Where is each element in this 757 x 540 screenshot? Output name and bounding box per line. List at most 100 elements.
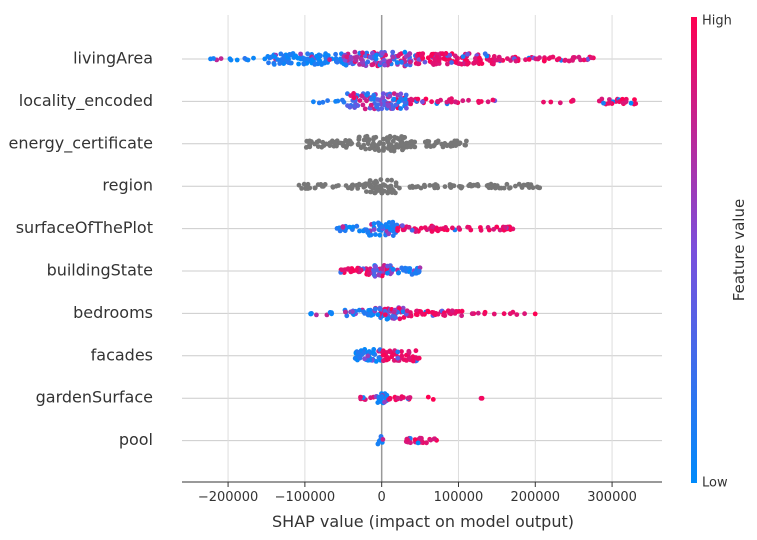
- shap-point: [465, 51, 470, 57]
- shap-point: [379, 106, 385, 112]
- shap-point: [554, 57, 560, 63]
- shap-point: [390, 54, 396, 60]
- shap-point: [369, 143, 375, 149]
- shap-point: [406, 224, 412, 230]
- shap-point: [371, 221, 377, 227]
- shap-point: [395, 225, 401, 231]
- shap-point: [400, 136, 406, 141]
- shap-point: [466, 97, 471, 103]
- shap-point: [391, 96, 397, 102]
- shap-point: [322, 60, 327, 66]
- shap-point: [406, 350, 412, 355]
- shap-point: [357, 355, 363, 361]
- shap-point: [463, 142, 468, 148]
- shap-point: [271, 62, 277, 67]
- shap-point: [409, 183, 415, 189]
- shap-point: [368, 102, 374, 108]
- shap-point: [449, 308, 455, 314]
- shap-point: [459, 313, 464, 319]
- shap-point: [439, 141, 445, 147]
- shap-point: [315, 182, 321, 188]
- shap-point: [557, 100, 563, 106]
- shap-point: [408, 96, 414, 102]
- shap-point: [431, 143, 436, 149]
- shap-point: [410, 140, 415, 146]
- feature-label: gardenSurface: [36, 388, 153, 407]
- shap-point: [596, 98, 602, 104]
- shap-point: [527, 183, 532, 189]
- x-tick-label: 100000: [434, 490, 484, 505]
- shap-point: [369, 96, 374, 102]
- shap-point: [523, 57, 528, 63]
- shap-point: [398, 91, 404, 97]
- colorbar: High Low Feature value: [691, 14, 748, 491]
- shap-point: [413, 312, 419, 317]
- shap-point: [373, 232, 378, 237]
- shap-point: [381, 188, 387, 194]
- shap-point: [343, 62, 348, 68]
- shap-point: [218, 56, 224, 61]
- shap-point: [337, 228, 343, 234]
- shap-point: [365, 59, 371, 65]
- shap-point: [372, 147, 378, 153]
- shap-point: [396, 53, 401, 59]
- shap-point: [427, 183, 433, 188]
- shap-point: [348, 56, 354, 61]
- shap-point: [380, 437, 386, 442]
- shap-point: [424, 142, 430, 147]
- shap-point: [452, 140, 458, 146]
- shap-point: [391, 358, 397, 363]
- shap-point: [368, 395, 373, 401]
- shap-point: [296, 182, 302, 188]
- shap-point: [532, 311, 538, 317]
- shap-point: [405, 437, 410, 443]
- shap-point: [424, 440, 429, 446]
- shap-point: [482, 51, 488, 57]
- shap-point: [335, 98, 341, 104]
- shap-point: [320, 99, 326, 105]
- shap-point: [366, 271, 372, 276]
- shap-point: [589, 55, 594, 61]
- shap-point: [371, 137, 376, 142]
- shap-point: [319, 144, 325, 150]
- shap-point: [334, 143, 339, 149]
- shap-point: [360, 50, 365, 56]
- shap-point: [433, 312, 438, 318]
- shap-point: [475, 182, 480, 187]
- shap-point: [563, 57, 568, 63]
- shap-point: [307, 140, 312, 146]
- shap-point: [448, 97, 454, 103]
- shap-point: [570, 98, 576, 104]
- shap-point: [399, 394, 405, 400]
- shap-point: [452, 53, 458, 59]
- shap-point: [505, 56, 510, 61]
- shap-point: [418, 52, 424, 58]
- shap-point: [478, 58, 483, 63]
- shap-point: [374, 52, 379, 58]
- shap-point: [494, 57, 500, 63]
- shap-point: [418, 225, 424, 231]
- shap-point: [351, 95, 357, 101]
- shap-point: [435, 185, 441, 191]
- shap-point: [456, 184, 462, 189]
- shap-point: [399, 349, 404, 354]
- shap-point: [312, 185, 318, 191]
- shap-point: [376, 141, 382, 147]
- shap-point: [391, 309, 397, 315]
- shap-point: [351, 91, 356, 96]
- shap-point: [314, 312, 319, 318]
- shap-point: [266, 60, 271, 66]
- shap-point: [381, 141, 386, 147]
- shap-point: [373, 56, 379, 62]
- shap-point: [548, 99, 554, 105]
- shap-point: [382, 62, 388, 68]
- shap-point: [442, 184, 448, 190]
- shap-point: [362, 106, 368, 112]
- shap-point: [377, 307, 383, 312]
- shap-point: [354, 268, 359, 273]
- shap-point: [491, 226, 497, 232]
- shap-point: [422, 182, 427, 188]
- feature-label: bedrooms: [73, 303, 153, 322]
- feature-label: surfaceOfThePlot: [16, 218, 153, 237]
- shap-point: [404, 266, 410, 271]
